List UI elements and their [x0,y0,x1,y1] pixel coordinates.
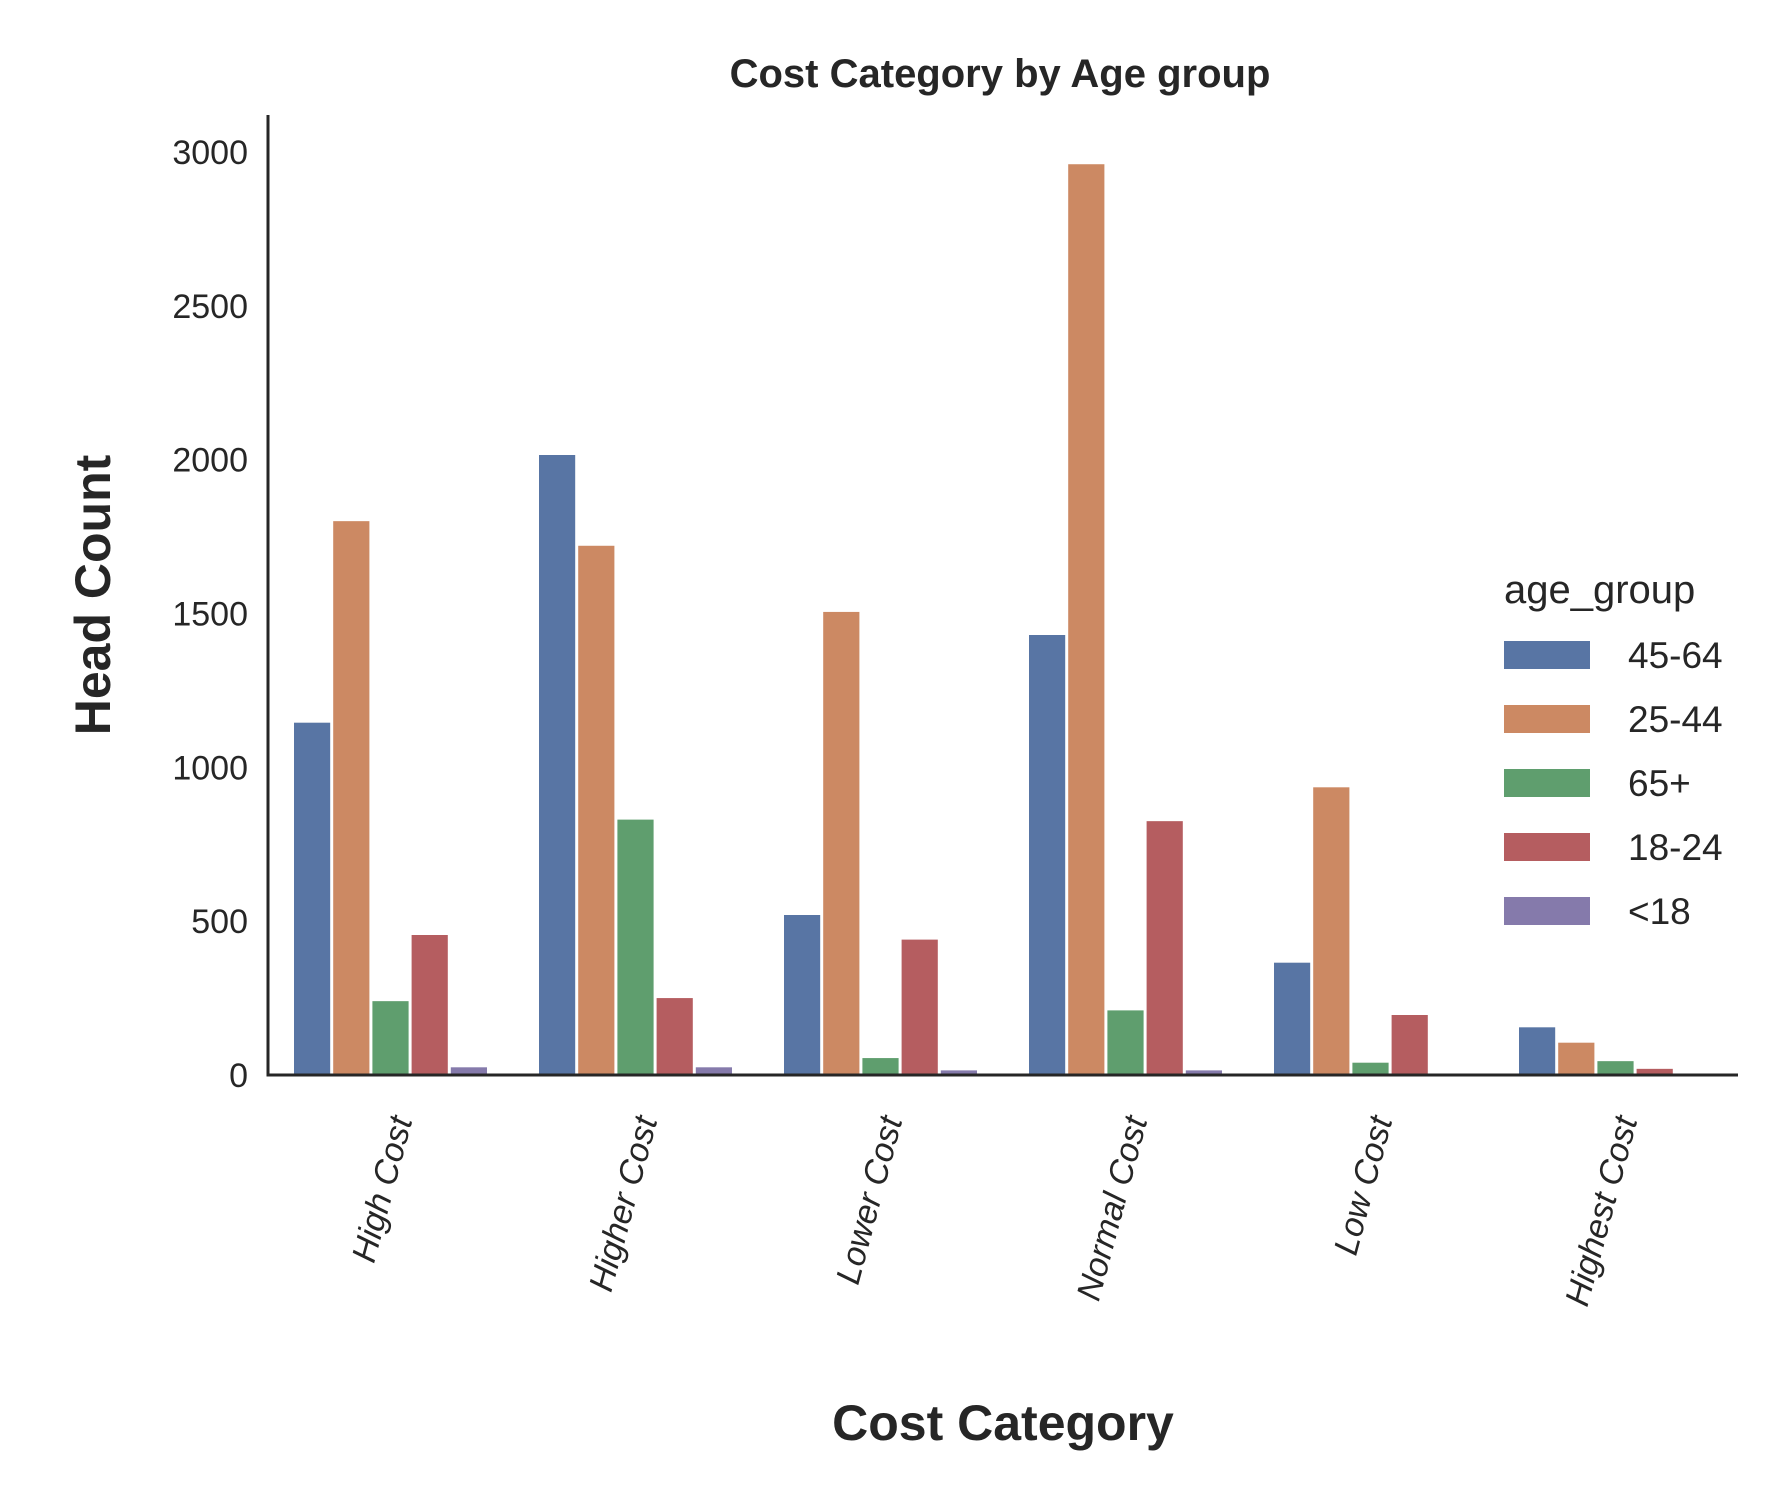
bar-25-44-highest-cost [1558,1042,1595,1075]
legend-title: age_group [1504,568,1695,612]
legend-label: 65+ [1628,763,1691,804]
bar-18-24-high-cost [411,935,448,1075]
y-axis-ticks: 0 500 1000 1500 2000 2500 3000 [172,134,248,1095]
legend-swatch [1504,769,1590,797]
bars-group [294,164,1673,1075]
legend-label: 18-24 [1628,827,1723,868]
chart-title: Cost Category by Age group [730,52,1271,96]
legend-label: 45-64 [1628,635,1723,676]
bar-25-44-lower-cost [823,611,860,1075]
legend-label: 25-44 [1628,699,1723,740]
legend-label: <18 [1628,891,1691,932]
bar-18-24-lower-cost [901,939,938,1075]
bar-45-64-higher-cost [539,455,576,1075]
bar-<18-higher-cost [695,1067,732,1075]
bar-25-44-normal-cost [1068,164,1105,1075]
bar-45-64-low-cost [1274,962,1311,1075]
bar-45-64-normal-cost [1029,635,1066,1075]
x-tick-label: Lower Cost [829,1111,911,1288]
bar-18-24-higher-cost [656,998,693,1075]
legend-items: 45-64 25-44 65+ 18-24 <18 [1504,635,1723,932]
bar-<18-normal-cost [1185,1070,1222,1075]
y-tick-label: 1500 [172,595,248,633]
bar-25-44-low-cost [1313,787,1350,1075]
bar-65+-high-cost [372,1001,409,1075]
legend-swatch [1504,641,1590,669]
y-tick-label: 0 [229,1057,248,1095]
bar-<18-lower-cost [940,1070,977,1075]
y-axis-title: Head Count [65,454,121,735]
bar-25-44-high-cost [333,521,370,1075]
y-tick-label: 1000 [172,749,248,787]
bar-65+-normal-cost [1107,1010,1144,1075]
x-tick-label: Low Cost [1327,1111,1401,1259]
x-tick-label: Higher Cost [582,1111,666,1296]
bar-65+-highest-cost [1597,1061,1634,1075]
y-tick-label: 2500 [172,288,248,326]
y-tick-label: 2000 [172,442,248,480]
bar-45-64-high-cost [294,722,331,1075]
bar-25-44-higher-cost [578,545,615,1075]
y-tick-label: 3000 [172,134,248,172]
x-tick-label: Normal Cost [1070,1111,1156,1305]
bar-65+-lower-cost [862,1058,899,1075]
legend-swatch [1504,833,1590,861]
bar-18-24-low-cost [1391,1015,1428,1075]
legend-swatch [1504,705,1590,733]
legend: age_group 45-64 25-44 65+ 18-24 <18 [1504,568,1723,932]
bar-18-24-highest-cost [1636,1068,1673,1075]
bar-<18-high-cost [450,1067,487,1075]
x-axis-ticks: High Cost Higher Cost Lower Cost Normal Cos… [345,1111,1646,1310]
bar-18-24-normal-cost [1146,821,1183,1075]
x-tick-label: Highest Cost [1558,1111,1645,1310]
x-tick-label: High Cost [345,1111,421,1267]
x-axis-title: Cost Category [832,1395,1174,1451]
bar-45-64-lower-cost [784,915,821,1075]
y-tick-label: 500 [191,903,248,941]
bar-65+-higher-cost [617,819,654,1075]
legend-swatch [1504,897,1590,925]
bar-45-64-highest-cost [1519,1027,1556,1075]
bar-65+-low-cost [1352,1062,1389,1075]
